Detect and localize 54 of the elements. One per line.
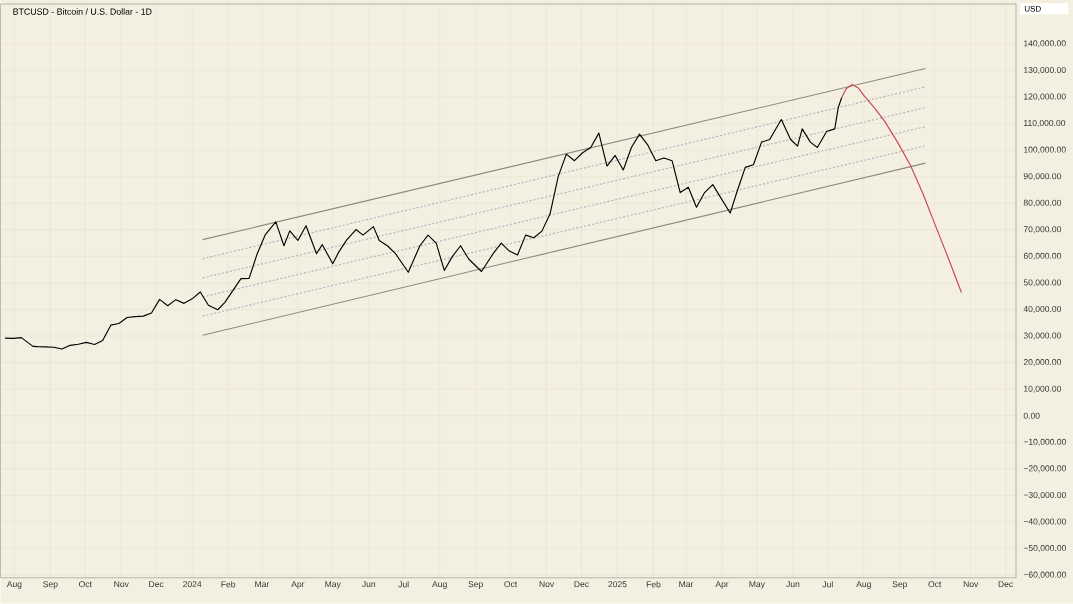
line-series [4, 97, 843, 350]
x-tick-label: Apr [291, 581, 305, 589]
x-tick-label: Jun [786, 581, 800, 588]
y-tick-label: −40,000.00 [1023, 518, 1066, 526]
y-tick-label: 90,000.00 [1023, 173, 1062, 181]
x-tick-label: May [325, 581, 341, 589]
y-tick-label: −30,000.00 [1023, 492, 1066, 500]
x-tick-label: Dec [574, 581, 589, 588]
x-tick-label: Aug [432, 581, 447, 589]
x-tick-label: Dec [998, 581, 1013, 588]
y-tick-label: −10,000.00 [1023, 438, 1066, 446]
x-tick-label: Mar [255, 581, 270, 588]
y-tick-label: −60,000.00 [1023, 571, 1066, 579]
y-tick-label: 70,000.00 [1023, 226, 1062, 234]
x-tick-label: Jun [362, 581, 376, 588]
y-tick-label: 110,000.00 [1024, 120, 1066, 128]
y-tick-label: 120,000.00 [1024, 93, 1066, 101]
y-tick-label: 0.00 [1023, 412, 1040, 419]
x-tick-label: Feb [646, 581, 661, 588]
y-tick-label: −50,000.00 [1023, 545, 1066, 553]
x-tick-label: Dec [149, 581, 164, 588]
x-tick-label: Oct [79, 581, 92, 588]
x-tick-label: 2024 [183, 581, 202, 588]
x-tick-label: Oct [504, 581, 518, 588]
y-tick-label: −20,000.00 [1023, 465, 1066, 473]
x-tick-label: Sep [468, 581, 483, 589]
x-tick-label: Jul [398, 581, 409, 588]
y-tick-label: 50,000.00 [1023, 279, 1062, 287]
x-tick-label: Aug [6, 581, 22, 589]
x-tick-label: Oct [928, 581, 942, 588]
y-tick-label: 10,000.00 [1024, 385, 1062, 393]
x-tick-label: Apr [715, 581, 729, 589]
chart-title: BTCUSD - Bitcoin / U.S. Dollar - 1D [13, 8, 152, 15]
x-tick-label: 2025 [608, 581, 627, 588]
x-tick-label: May [749, 581, 765, 589]
x-tick-label: Feb [221, 581, 236, 588]
x-tick-label: Nov [963, 581, 979, 588]
y-axis-title: USD [1024, 6, 1041, 12]
y-tick-label: 20,000.00 [1023, 359, 1062, 367]
y-tick-label: 140,000.00 [1024, 40, 1066, 48]
y-tick-label: 30,000.00 [1023, 332, 1062, 340]
x-tick-label: Sep [43, 581, 58, 589]
x-tick-label: Aug [856, 581, 871, 589]
y-tick-label: 100,000.00 [1024, 146, 1066, 154]
y-tick-label: 40,000.00 [1023, 306, 1062, 314]
y-tick-label: 130,000.00 [1024, 66, 1066, 75]
x-tick-label: Mar [679, 581, 694, 588]
x-tick-label: Nov [539, 581, 555, 588]
x-tick-label: Sep [892, 581, 908, 589]
line-series [841, 84, 962, 294]
y-tick-label: 60,000.00 [1023, 252, 1062, 260]
x-tick-label: Jul [822, 581, 833, 588]
x-tick-label: Nov [114, 581, 129, 588]
y-tick-label: 80,000.00 [1023, 199, 1062, 207]
